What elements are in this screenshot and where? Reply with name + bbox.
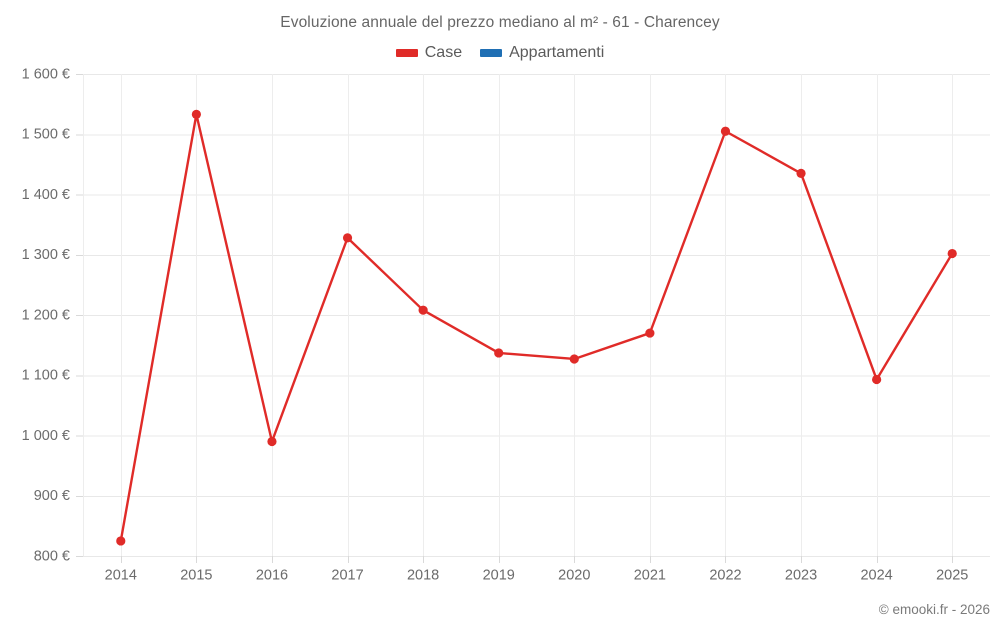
x-axis-tick-label: 2022: [709, 568, 741, 584]
data-point-case[interactable]: [796, 168, 806, 179]
y-axis-tick-label: 800 €: [34, 548, 70, 564]
y-axis-labels: 1 600 € 1 500 € 1 400 € 1 300 € 1 200 € 1 100…: [22, 66, 70, 564]
x-axis-tick-label: 2019: [483, 568, 515, 584]
y-axis-tick-label: 1 200 €: [22, 307, 70, 323]
data-point-case[interactable]: [947, 248, 957, 259]
y-axis-tick-label: 1 400 €: [22, 187, 70, 203]
y-axis-tick-label: 1 000 €: [22, 428, 70, 444]
legend-swatch-case: [395, 49, 418, 57]
y-axis-tick-label: 900 €: [34, 488, 70, 504]
x-axis-labels: 2014 2015 2016 2017 2018 2019 2020 2021 2022 2023…: [105, 568, 969, 584]
x-axis-tick-label: 2024: [860, 568, 892, 584]
data-point-case[interactable]: [267, 436, 277, 447]
x-axis-tick-label: 2025: [936, 568, 968, 584]
y-axis-tick-label: 1 500 €: [22, 127, 70, 143]
data-point-case[interactable]: [494, 348, 504, 358]
data-point-case[interactable]: [872, 374, 882, 385]
x-axis-tick-label: 2023: [785, 568, 817, 584]
data-point-case[interactable]: [116, 536, 126, 546]
data-point-case[interactable]: [342, 233, 353, 243]
y-axis-tick-label: 1 600 €: [22, 66, 70, 82]
y-axis-tick-label: 1 300 €: [22, 247, 70, 263]
legend-swatch-appartamenti: [480, 49, 503, 57]
data-point-case[interactable]: [569, 354, 579, 364]
series-layer: [116, 109, 957, 546]
copyright-credit: © emooki.fr - 2026: [878, 602, 990, 617]
x-axis-tick-label: 2015: [180, 568, 212, 584]
legend-item-case[interactable]: Case: [395, 44, 463, 62]
legend-label-case: Case: [424, 44, 463, 61]
horizontal-gridlines: [76, 74, 990, 557]
x-axis-tick-label: 2020: [558, 568, 590, 584]
chart-legend: Case Appartamenti: [0, 44, 1000, 62]
x-axis-tick-label: 2016: [256, 568, 288, 584]
legend-label-appartamenti: Appartamenti: [509, 44, 605, 61]
legend-item-appartamenti[interactable]: Appartamenti: [480, 44, 604, 62]
x-axis-tick-label: 2014: [105, 568, 137, 584]
x-axis-tick-label: 2021: [634, 568, 666, 584]
data-point-case[interactable]: [645, 328, 655, 338]
data-point-case[interactable]: [418, 305, 428, 315]
series-line-case: [119, 113, 954, 543]
data-point-case[interactable]: [191, 109, 201, 119]
y-axis-tick-label: 1 100 €: [22, 368, 70, 384]
chart-title: Evoluzione annuale del prezzo mediano al…: [280, 14, 720, 31]
x-axis-tick-label: 2017: [331, 568, 363, 584]
data-point-case[interactable]: [720, 126, 731, 136]
vertical-gridlines: [83, 74, 953, 563]
x-axis-tick-label: 2018: [407, 568, 439, 584]
